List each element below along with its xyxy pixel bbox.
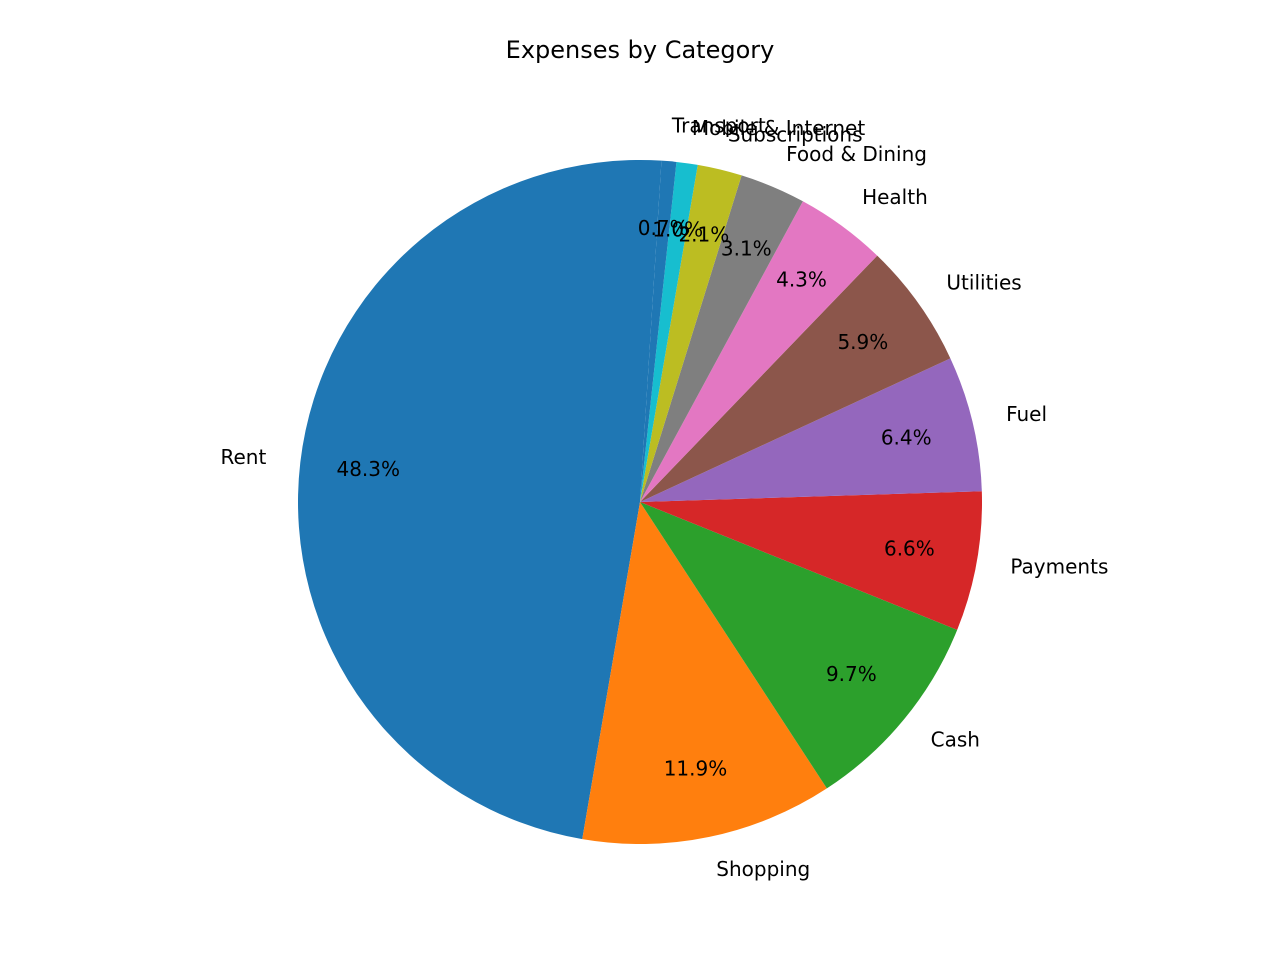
pie-slice-transport [640, 160, 677, 502]
pie-labels: Rent Shopping Cash Payments Fuel Utilities Hea… [221, 114, 1109, 881]
pie-slices [297, 160, 982, 844]
pie-slice-payments [640, 491, 982, 630]
slice-percent-rent: 48.3% [336, 457, 400, 481]
pie-slice-shopping [582, 502, 827, 844]
slice-percent-transport: 0.7% [638, 216, 689, 240]
slice-label-transport: Transport [671, 114, 766, 138]
slice-percent-health: 4.3% [776, 268, 827, 292]
slice-label-payments: Payments [1010, 554, 1108, 578]
slice-label-subscriptions: Subscriptions [728, 123, 863, 147]
slice-label-mobile-and-internet: Mobile & Internet [692, 116, 865, 140]
pie-slice-food-and-dining [640, 175, 803, 502]
slice-label-shopping: Shopping [716, 857, 810, 881]
slice-percent-utilities: 5.9% [837, 330, 888, 354]
slice-percent-payments: 6.6% [884, 536, 935, 560]
slice-label-rent: Rent [221, 445, 267, 469]
pie-slice-mobile-and-internet [640, 161, 698, 502]
pie-slice-rent [297, 160, 662, 840]
slice-percent-subscriptions: 2.1% [678, 222, 729, 246]
slice-label-utilities: Utilities [946, 270, 1021, 294]
slice-percent-shopping: 11.9% [664, 756, 728, 780]
slice-label-food-and-dining: Food & Dining [786, 142, 927, 166]
chart-title: Expenses by Category [506, 36, 775, 64]
slice-label-cash: Cash [931, 727, 980, 751]
pie-slice-health [640, 201, 878, 503]
slice-label-health: Health [862, 185, 928, 209]
slice-percent-mobile-and-internet: 1.0% [652, 218, 703, 242]
pie-percent-labels: 48.3% 11.9% 9.7% 6.6% 6.4% 5.9% 4.3%3.1%2.1%1.… [336, 216, 934, 781]
slice-percent-food-and-dining: 3.1% [721, 236, 772, 260]
slice-percent-fuel: 6.4% [881, 425, 932, 449]
pie-slice-cash [640, 502, 958, 789]
pie-slice-utilities [640, 255, 951, 502]
slice-label-fuel: Fuel [1006, 402, 1047, 426]
pie-slice-fuel [640, 358, 982, 502]
slice-percent-cash: 9.7% [826, 662, 877, 686]
pie-slice-subscriptions [640, 164, 742, 502]
